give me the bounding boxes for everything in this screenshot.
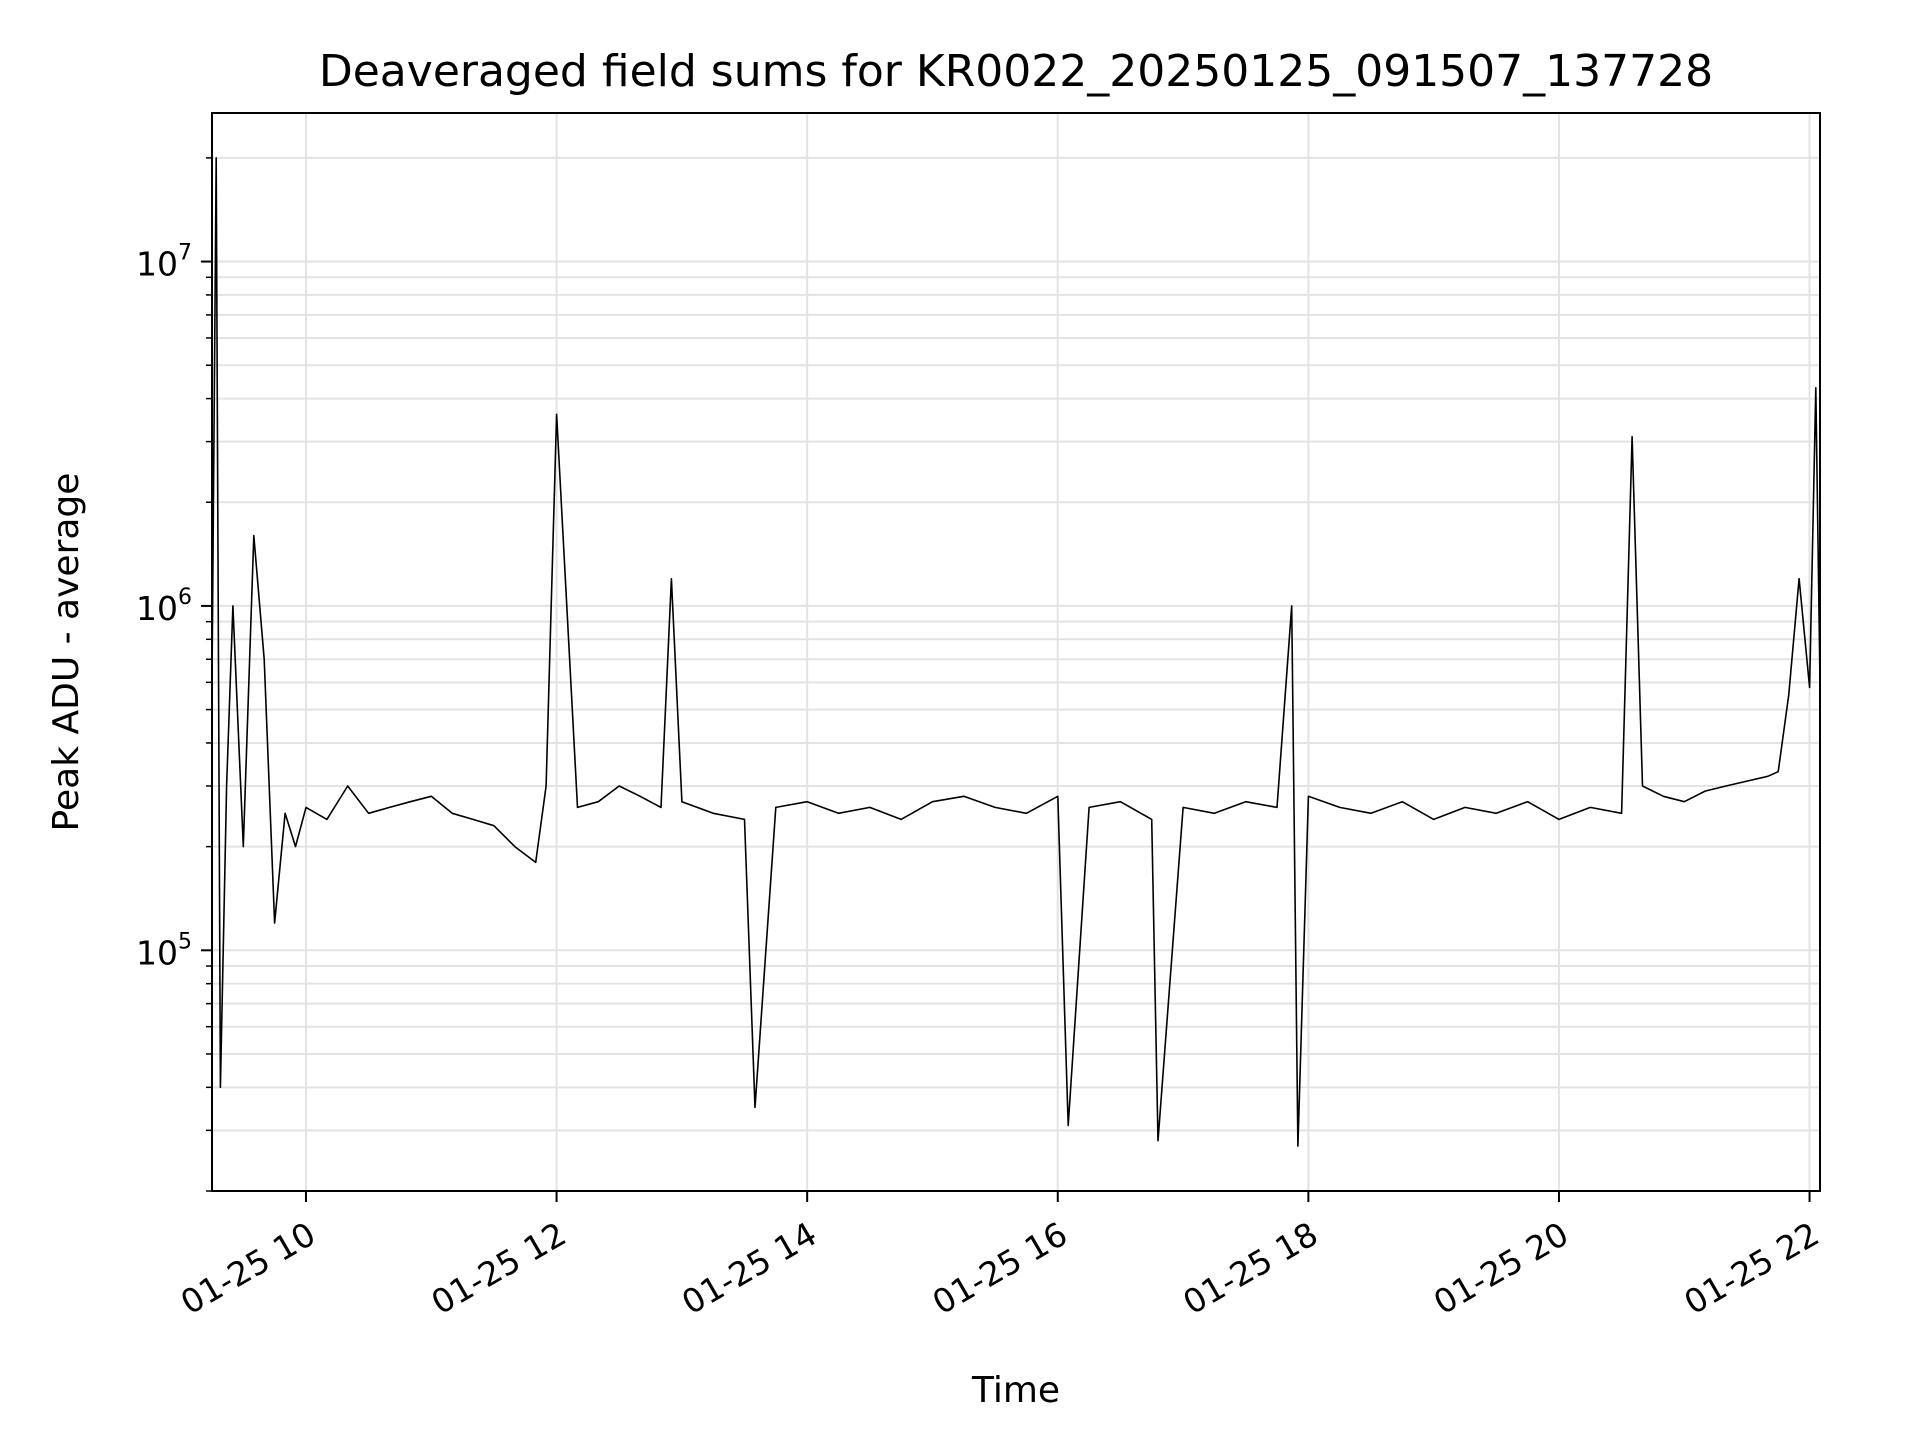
y-tick-label: 105: [136, 929, 192, 972]
y-tick-label: 107: [136, 241, 192, 284]
grid-layer: [212, 113, 1820, 1192]
series-line: [211, 157, 1821, 1147]
chart-title: Deaveraged field sums for KR0022_2025012…: [319, 46, 1713, 97]
y-axis-label: Peak ADU - average: [46, 473, 87, 832]
y-tick-label: 106: [136, 585, 192, 628]
x-axis-label: Time: [971, 1370, 1060, 1411]
series-layer: [211, 157, 1821, 1147]
plot-frame: [211, 112, 1821, 1192]
